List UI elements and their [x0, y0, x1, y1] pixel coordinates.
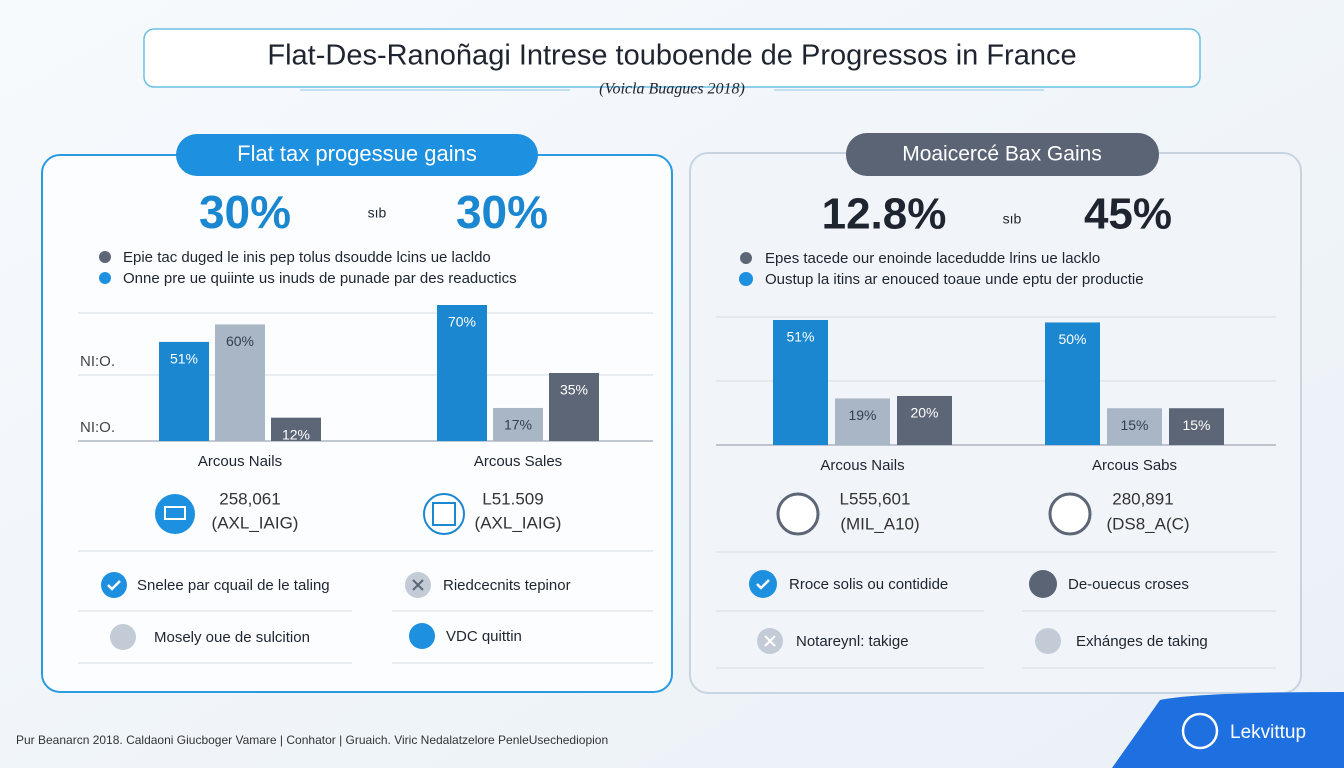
- figure-unit: (DS8_A(C): [1106, 514, 1189, 533]
- logo-icon: [1181, 712, 1219, 750]
- figure-icon: [423, 493, 465, 535]
- axis-note: NI:O.: [80, 353, 115, 370]
- item-icon: [749, 570, 777, 598]
- versus: sıb: [368, 205, 387, 221]
- item: Notareynl: takige: [796, 633, 909, 650]
- versus: sıb: [1003, 211, 1022, 227]
- bullet: Onne pre ue quiinte us inuds de punade p…: [123, 270, 517, 287]
- item-icon: [101, 572, 127, 598]
- figure-number: 280,891: [1112, 489, 1173, 508]
- bar: [835, 398, 890, 445]
- bar: [549, 373, 599, 441]
- item: Snelee par cquail de le taling: [137, 577, 330, 594]
- value-label: 15%: [1182, 417, 1210, 433]
- logo: Lekvittup: [1230, 722, 1306, 743]
- value-label: 50%: [1058, 331, 1086, 347]
- panel-pill: [176, 134, 538, 176]
- title: Flat-Des-Ranoñagi Intrese touboende de P…: [267, 40, 1076, 72]
- bar-chart: 51% 19% 20% Arcous Nails 50% 15% 15% Arcous Sab…: [773, 320, 1224, 474]
- axis-note: NI:O.: [80, 419, 115, 436]
- item: Rroce solis ou contidide: [789, 576, 948, 593]
- stat: 45%: [1084, 190, 1172, 239]
- stat: 30%: [199, 186, 291, 238]
- value-label: 60%: [226, 333, 254, 349]
- item-icon: [1035, 628, 1061, 654]
- bullet: Oustup la itins ar enouced toaue unde ep…: [765, 271, 1144, 288]
- title-box: [143, 28, 1201, 88]
- bullet-icon: [99, 251, 111, 263]
- panel-title: Moaicercé Bax Gains: [902, 143, 1102, 166]
- bar: [271, 417, 321, 441]
- item-glyph: [764, 635, 776, 647]
- value-label: 19%: [848, 407, 876, 423]
- logo-band: [1112, 692, 1344, 768]
- figure-glyph: [432, 502, 456, 526]
- item: Exhánges de taking: [1076, 633, 1208, 650]
- figure-icon: [1048, 492, 1092, 536]
- bar: [1045, 322, 1100, 445]
- bar: [159, 341, 209, 441]
- figure-unit: (AXL_IAIG): [212, 513, 299, 532]
- subtitle: (Voicla Buagues 2018): [599, 81, 745, 98]
- value-label: 51%: [170, 351, 198, 367]
- item: De-ouecus croses: [1068, 576, 1189, 593]
- category-label: Arcous Nails: [820, 457, 904, 474]
- figure-number: 258,061: [219, 489, 280, 508]
- category-label: Arcous Nails: [198, 453, 282, 470]
- value-label: 70%: [448, 314, 476, 330]
- bar: [493, 407, 543, 441]
- bar: [897, 395, 952, 445]
- bullet: Epie tac duged le inis pep tolus dsoudde…: [123, 249, 491, 266]
- stat: 12.8%: [822, 190, 947, 239]
- figure-icon: [776, 492, 820, 536]
- footer-note: Pur Beanarcn 2018. Caldaoni Giucboger Va…: [16, 733, 608, 747]
- item: Riedcecnits tepinor: [443, 577, 571, 594]
- stat: 30%: [456, 186, 548, 238]
- bar: [1107, 408, 1162, 445]
- item-glyph: [107, 580, 121, 591]
- item-icon: [1029, 570, 1057, 598]
- figure-icon: [155, 494, 195, 534]
- bullet-icon: [740, 252, 752, 264]
- bullet: Epes tacede our enoinde lacedudde lrins …: [765, 250, 1100, 267]
- item: Mosely oue de sulcition: [154, 629, 310, 646]
- item-glyph: [756, 579, 770, 590]
- value-label: 20%: [910, 405, 938, 421]
- value-label: 12%: [282, 426, 310, 442]
- value-label: 17%: [504, 417, 532, 433]
- panel-title: Flat tax progessue gains: [237, 141, 477, 166]
- panel-pill: [846, 133, 1159, 176]
- value-label: 15%: [1120, 417, 1148, 433]
- item-icon: [409, 623, 435, 649]
- figure-unit: (AXL_IAIG): [475, 513, 562, 532]
- bar-chart: 51% 60% 12%Arcous Nails 70% 17% 35% Arcous Sal…: [159, 305, 599, 470]
- value-label: 51%: [786, 329, 814, 345]
- category-label: Arcous Sabs: [1092, 457, 1177, 474]
- figure-number: L51.509: [482, 489, 543, 508]
- category-label: Arcous Sales: [474, 453, 562, 470]
- bar: [773, 320, 828, 445]
- item-glyph: [412, 579, 424, 591]
- bar: [437, 305, 487, 441]
- bullet-icon: [739, 272, 753, 286]
- bar: [1169, 408, 1224, 445]
- figure-number: L555,601: [840, 489, 911, 508]
- item-icon: [110, 624, 136, 650]
- value-label: 35%: [560, 382, 588, 398]
- figure-unit: (MIL_A10): [840, 514, 919, 533]
- bar: [215, 324, 265, 441]
- figure-glyph: [164, 506, 186, 520]
- bullet-icon: [99, 272, 111, 284]
- item: VDC quittin: [446, 628, 522, 645]
